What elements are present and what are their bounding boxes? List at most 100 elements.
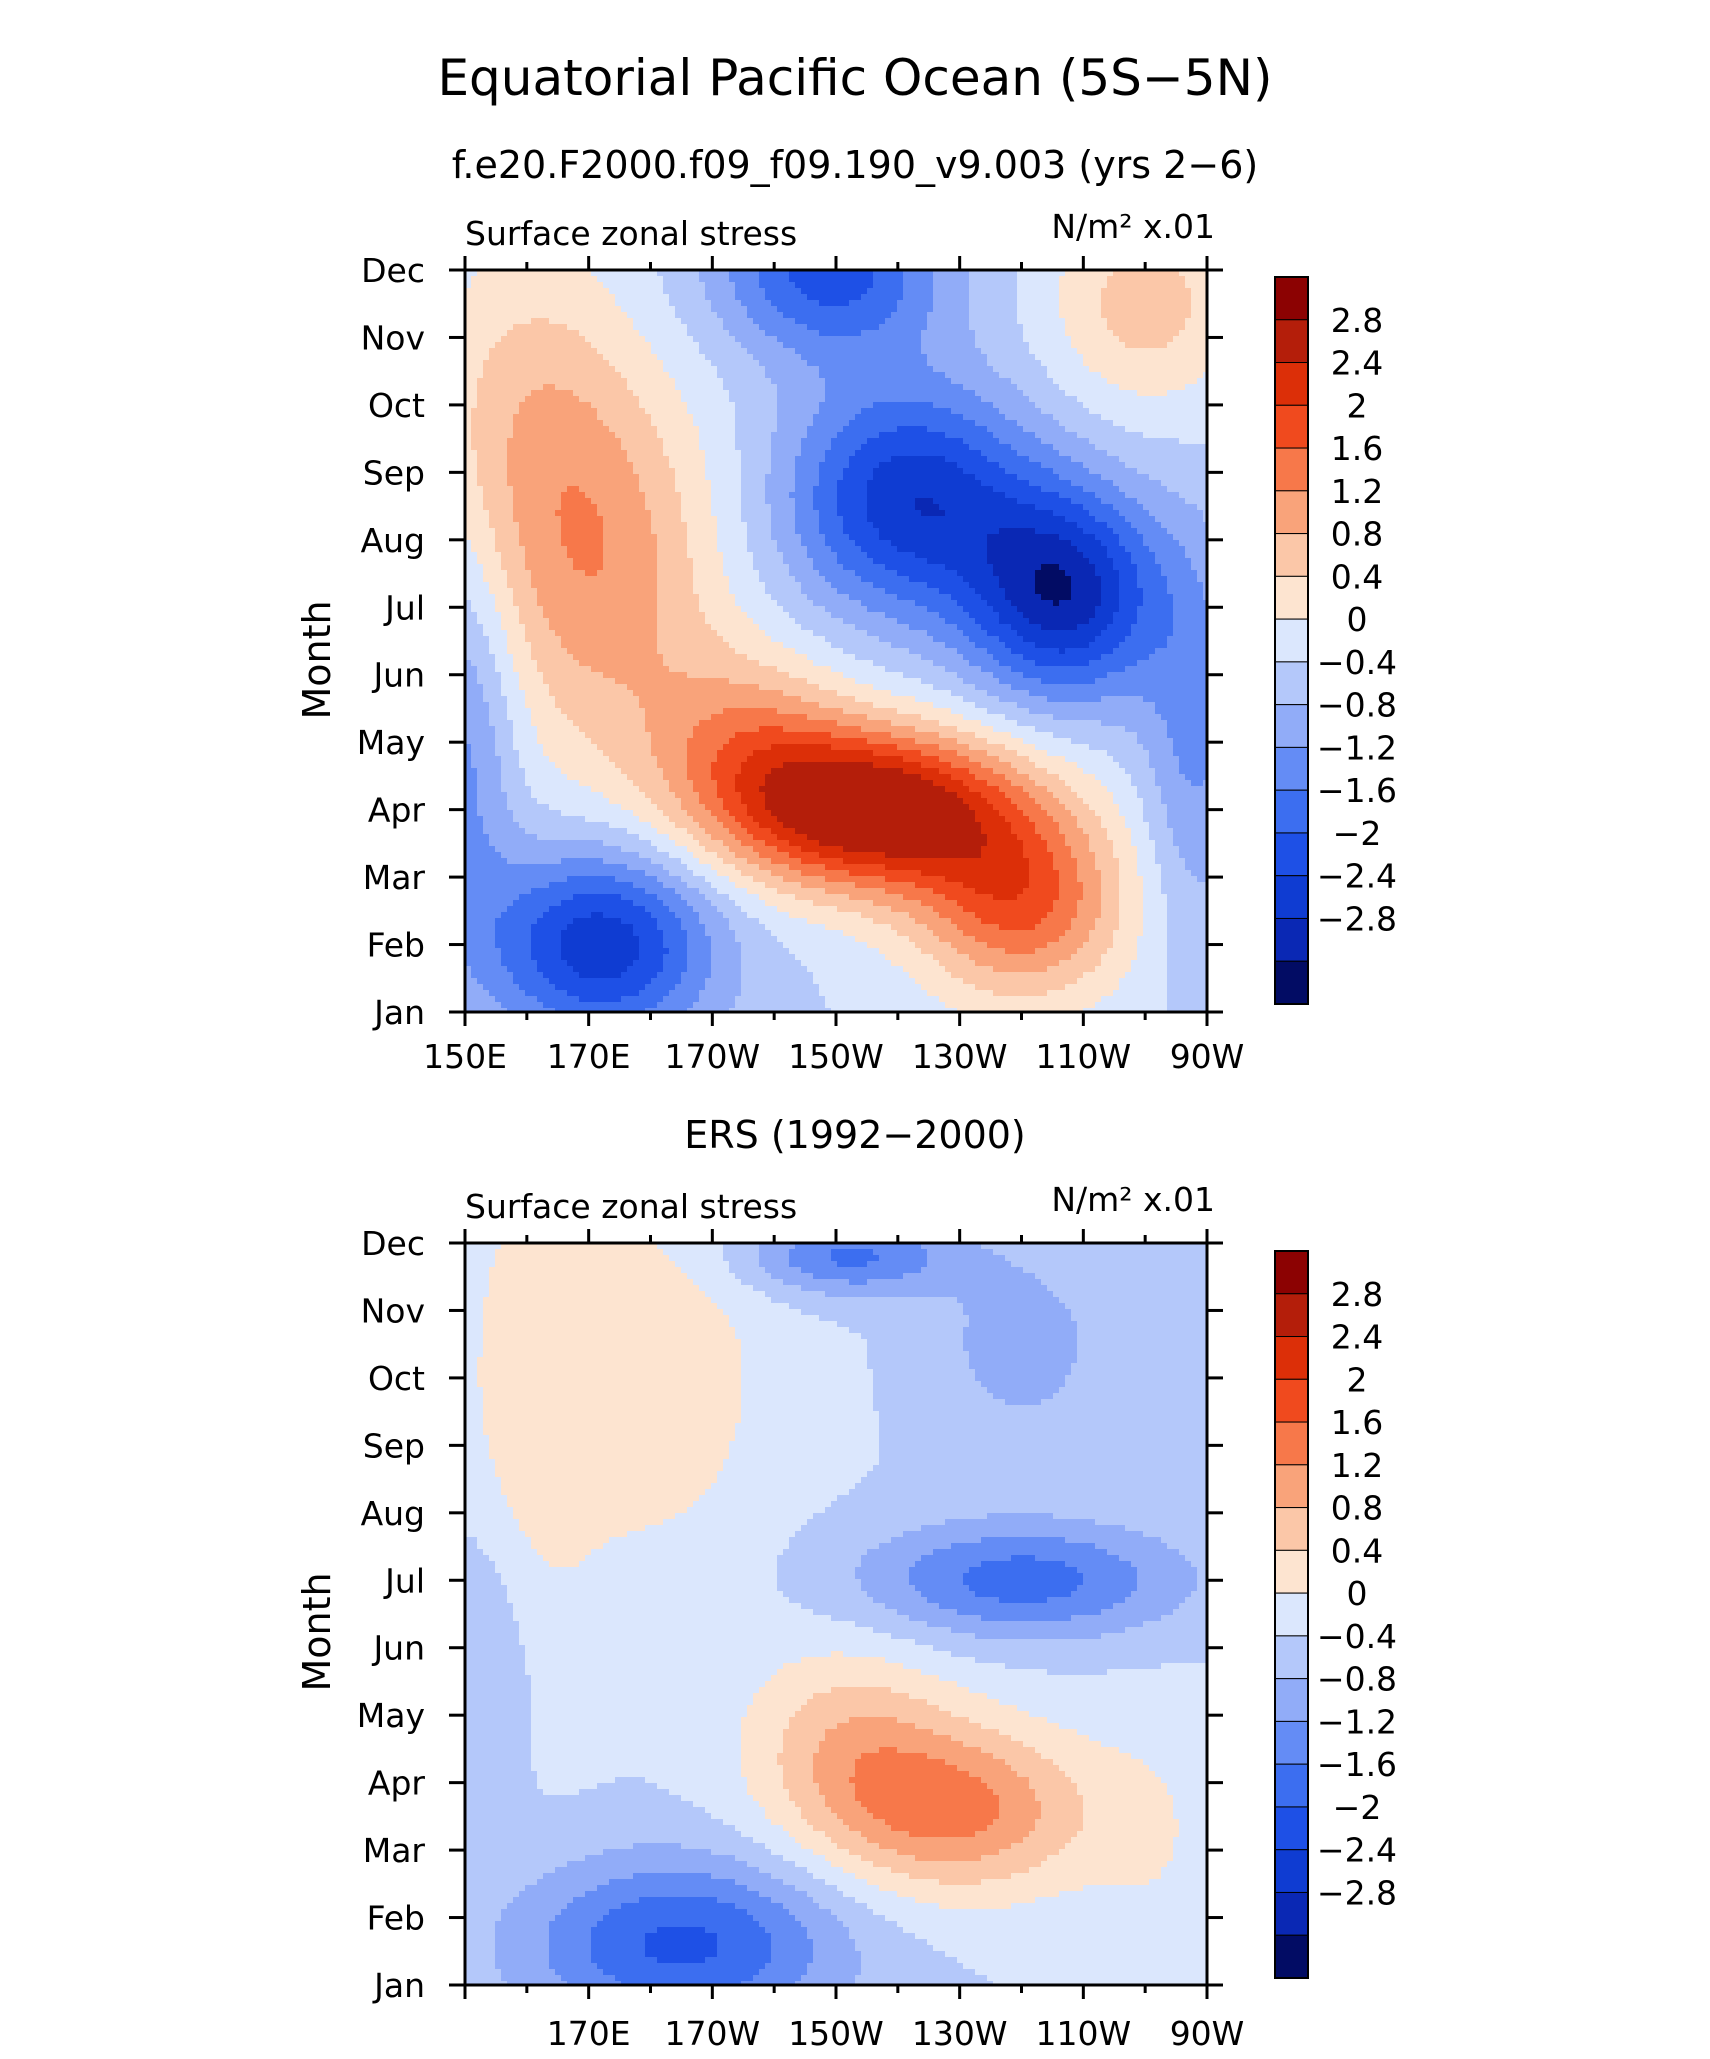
variable-label: Surface zonal stress: [465, 214, 797, 253]
variable-label: Surface zonal stress: [465, 1187, 797, 1226]
units-label: N/m² x.01: [1051, 207, 1215, 246]
y-tick-label: Jun: [371, 1629, 425, 1668]
units-label: N/m² x.01: [1051, 1180, 1215, 1219]
colorbar-label: −2.4: [1317, 857, 1397, 896]
colorbar-label: 1.6: [1331, 429, 1383, 468]
colorbar-swatch: [1274, 960, 1309, 1005]
colorbar-label: 1.2: [1331, 472, 1383, 511]
colorbar-swatch: [1274, 1635, 1309, 1680]
y-tick-label: Oct: [368, 386, 425, 425]
contour-fill: [465, 270, 1207, 1012]
colorbar-swatch: [1274, 789, 1309, 834]
colorbar-swatch: [1274, 661, 1309, 706]
y-tick-label: May: [357, 1696, 425, 1735]
colorbar-label: −2.8: [1317, 899, 1397, 938]
y-tick-label: Jan: [372, 1966, 425, 2005]
colorbar-swatch: [1274, 832, 1309, 877]
colorbar-frame: [1274, 276, 1309, 1005]
y-tick-label: Feb: [367, 926, 425, 965]
colorbar-label: −1.2: [1317, 1702, 1397, 1741]
y-tick-label: Aug: [361, 1494, 425, 1533]
y-tick-label: Apr: [368, 1764, 426, 1803]
colorbar-swatch: [1274, 1891, 1309, 1936]
colorbar-label: −1.6: [1317, 771, 1397, 810]
y-tick-label: Sep: [363, 1426, 425, 1465]
colorbar-swatch: [1274, 1934, 1309, 1979]
colorbar-label: 0.4: [1331, 1531, 1383, 1570]
colorbar-swatch: [1274, 1336, 1309, 1380]
panel-title: ERS (1992−2000): [684, 1113, 1026, 1157]
colorbar-swatch: [1274, 1678, 1309, 1722]
y-tick-label: Jan: [372, 993, 425, 1032]
colorbar-swatch: [1274, 490, 1309, 535]
x-tick-label: 150W: [788, 2014, 884, 2053]
colorbar-label: −1.2: [1317, 728, 1397, 767]
x-tick-label: 150W: [788, 1037, 884, 1076]
y-tick-label: Jul: [383, 1561, 425, 1600]
colorbar-swatch: [1274, 1378, 1309, 1423]
colorbar-swatch: [1274, 1464, 1309, 1509]
colorbar-swatch: [1274, 704, 1309, 748]
plot-area: Jan Feb Mar Apr May Jun Jul Aug Sep Oct Nov Dec 170E…: [357, 1224, 1245, 2053]
colorbar-label: 0.8: [1331, 515, 1383, 554]
colorbar-swatch: [1274, 1806, 1309, 1851]
x-tick-label: 130W: [912, 1037, 1008, 1076]
colorbar-swatch: [1274, 404, 1309, 449]
y-tick-label: Feb: [367, 1899, 425, 1938]
colorbar-label: −0.4: [1317, 643, 1397, 682]
colorbar-swatch: [1274, 1763, 1309, 1808]
colorbar-swatch: [1274, 1293, 1309, 1338]
colorbar-label: 0.8: [1331, 1489, 1383, 1528]
colorbar: 2.8 2.42 1.6 1.2 0.80.4 0 −0.4 −0.8−1.2 −1.6 −2 −2…: [1274, 1250, 1397, 1979]
y-tick-label: Dec: [361, 251, 425, 290]
x-tick-label: 170W: [665, 2014, 761, 2053]
x-tick-label: 170E: [547, 1037, 631, 1076]
colorbar-swatch: [1274, 276, 1309, 321]
colorbar-label: −1.6: [1317, 1745, 1397, 1784]
y-tick-label: Jun: [371, 656, 425, 695]
colorbar-swatch: [1274, 1849, 1309, 1893]
panel-observed: ERS (1992−2000) Surface zonal stress N/m…: [295, 1113, 1397, 2053]
colorbar-label: −2.8: [1317, 1873, 1397, 1912]
figure-title: Equatorial Pacific Ocean (5S−5N): [437, 49, 1272, 107]
x-tick-label: 130W: [912, 2014, 1008, 2053]
colorbar-swatch: [1274, 1507, 1309, 1551]
x-tick-label: 170E: [547, 2014, 631, 2053]
colorbar-label: 1.2: [1331, 1446, 1383, 1485]
colorbar-swatch: [1274, 1250, 1309, 1295]
colorbar-label: 0.4: [1331, 557, 1383, 596]
colorbar-frame: [1274, 1250, 1309, 1979]
colorbar-swatch: [1274, 875, 1309, 919]
y-axis-label: Month: [295, 1572, 339, 1691]
colorbar-swatch: [1274, 746, 1309, 791]
y-tick-label: Aug: [361, 521, 425, 560]
y-tick-label: Nov: [361, 318, 425, 357]
colorbar-label: −0.8: [1317, 686, 1397, 725]
y-axis-label: Month: [295, 600, 339, 719]
colorbar-swatch: [1274, 618, 1309, 663]
colorbar-label: 2.4: [1331, 344, 1383, 383]
colorbar-swatch: [1274, 917, 1309, 962]
x-tick-label: 110W: [1036, 2014, 1132, 2053]
y-tick-label: Jul: [383, 588, 425, 627]
colorbar: 2.8 2.42 1.6 1.2 0.80.4 0 −0.4 −0.8−1.2 −1.6 −2 −2…: [1274, 276, 1397, 1005]
y-tick-label: Apr: [368, 791, 426, 830]
colorbar-label: 2.8: [1331, 301, 1383, 340]
plot-area: Jan Feb Mar Apr May Jun Jul Aug Sep Oct Nov Dec 150E…: [357, 251, 1245, 1076]
colorbar-swatch: [1274, 447, 1309, 492]
panel-model: f.e20.F2000.f09_f09.190_v9.003 (yrs 2−6)…: [295, 143, 1397, 1076]
y-tick-label: Sep: [363, 453, 425, 492]
colorbar-swatch: [1274, 1592, 1309, 1637]
x-tick-label: 170W: [665, 1037, 761, 1076]
colorbar-swatch: [1274, 575, 1309, 620]
colorbar-swatch: [1274, 362, 1309, 406]
x-tick-label: 90W: [1170, 1037, 1245, 1076]
x-tick-label: 90W: [1170, 2014, 1245, 2053]
colorbar-label: 2.4: [1331, 1318, 1383, 1357]
y-tick-label: Mar: [363, 858, 426, 897]
x-tick-label: 110W: [1036, 1037, 1132, 1076]
contour-fill: [465, 1243, 1207, 1985]
colorbar-label: 0: [1347, 600, 1368, 639]
colorbar-label: 2: [1347, 386, 1368, 425]
